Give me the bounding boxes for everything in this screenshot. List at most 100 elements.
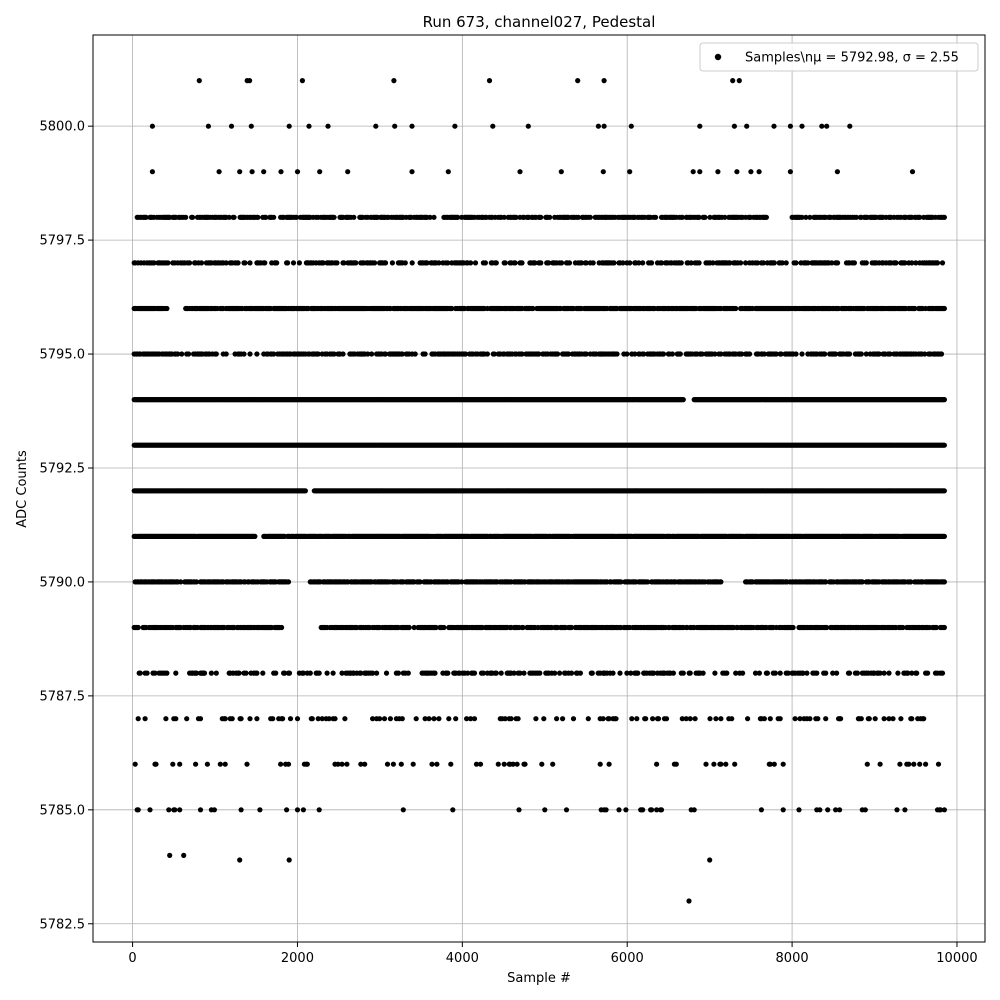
data-point	[748, 169, 754, 175]
data-point	[743, 260, 749, 266]
data-point	[863, 260, 869, 266]
data-point	[149, 123, 155, 129]
data-point	[913, 260, 919, 266]
data-point	[501, 214, 507, 220]
data-point	[763, 214, 770, 220]
data-point	[538, 214, 544, 220]
data-point	[369, 351, 375, 357]
data-point	[805, 260, 811, 266]
data-point	[583, 260, 589, 266]
data-point	[402, 260, 408, 266]
data-point	[532, 260, 538, 266]
data-point	[183, 214, 189, 220]
data-point	[620, 260, 626, 266]
data-point	[697, 169, 703, 175]
data-point	[614, 351, 620, 357]
data-point	[756, 169, 762, 175]
data-point	[538, 260, 544, 266]
data-point	[353, 260, 359, 266]
data-point	[167, 852, 173, 859]
data-point	[941, 397, 948, 403]
data-point	[382, 260, 389, 266]
data-point	[590, 260, 596, 266]
data-point	[455, 214, 461, 220]
data-point	[228, 123, 235, 129]
data-point	[490, 123, 496, 129]
data-point	[559, 260, 565, 266]
data-point	[627, 260, 633, 266]
data-point	[835, 260, 841, 266]
data-point	[484, 351, 490, 357]
data-point	[294, 169, 301, 175]
data-point	[922, 351, 928, 357]
data-point	[734, 169, 740, 175]
data-point	[696, 214, 702, 220]
data-point	[502, 260, 508, 266]
data-point	[678, 260, 684, 266]
data-point	[223, 260, 229, 266]
data-point	[365, 351, 371, 357]
data-point	[941, 442, 948, 448]
data-point	[519, 260, 525, 266]
data-point	[773, 351, 779, 357]
data-point	[525, 123, 531, 129]
data-point	[941, 488, 948, 494]
data-point	[771, 123, 777, 129]
data-point	[317, 169, 323, 175]
data-point	[941, 305, 948, 312]
data-point	[320, 260, 326, 266]
data-point	[761, 351, 768, 357]
data-point	[237, 169, 243, 175]
data-point	[640, 260, 646, 266]
data-point	[641, 351, 647, 357]
data-point	[793, 351, 799, 357]
data-point	[702, 214, 708, 220]
data-point	[680, 397, 686, 403]
data-point	[241, 351, 247, 357]
data-point	[427, 214, 433, 220]
data-point	[389, 260, 395, 266]
data-point	[306, 123, 312, 129]
data-point	[699, 351, 705, 357]
data-point	[783, 260, 789, 266]
data-point	[555, 351, 561, 357]
data-point	[493, 260, 499, 266]
data-point	[216, 169, 222, 175]
data-point	[628, 123, 634, 129]
data-point	[731, 123, 738, 129]
data-point	[409, 169, 415, 175]
data-point	[261, 169, 267, 175]
data-point	[252, 533, 258, 540]
data-point	[876, 351, 882, 357]
data-point	[697, 123, 703, 129]
data-point	[718, 351, 724, 357]
data-point	[566, 260, 573, 266]
data-point	[175, 351, 181, 357]
data-point	[707, 857, 713, 863]
data-point	[747, 351, 753, 357]
data-point	[902, 260, 908, 266]
data-point	[391, 78, 397, 84]
data-point	[254, 351, 260, 357]
data-point	[213, 351, 219, 357]
data-point	[938, 351, 945, 357]
data-point	[669, 351, 676, 357]
data-point	[799, 351, 805, 357]
data-point	[565, 351, 572, 357]
data-point	[578, 260, 585, 266]
data-point	[851, 260, 858, 266]
data-point	[422, 351, 428, 357]
chart-title: Run 673, channel027, Pedestal	[423, 13, 656, 31]
data-point	[164, 305, 170, 312]
data-point	[290, 260, 297, 266]
data-point	[513, 214, 519, 220]
data-point	[679, 214, 685, 220]
data-point	[863, 351, 869, 357]
data-point	[847, 123, 853, 129]
data-point	[409, 260, 415, 266]
data-point	[486, 78, 493, 84]
data-point	[649, 260, 655, 266]
data-point	[803, 214, 809, 220]
data-point	[436, 260, 442, 266]
